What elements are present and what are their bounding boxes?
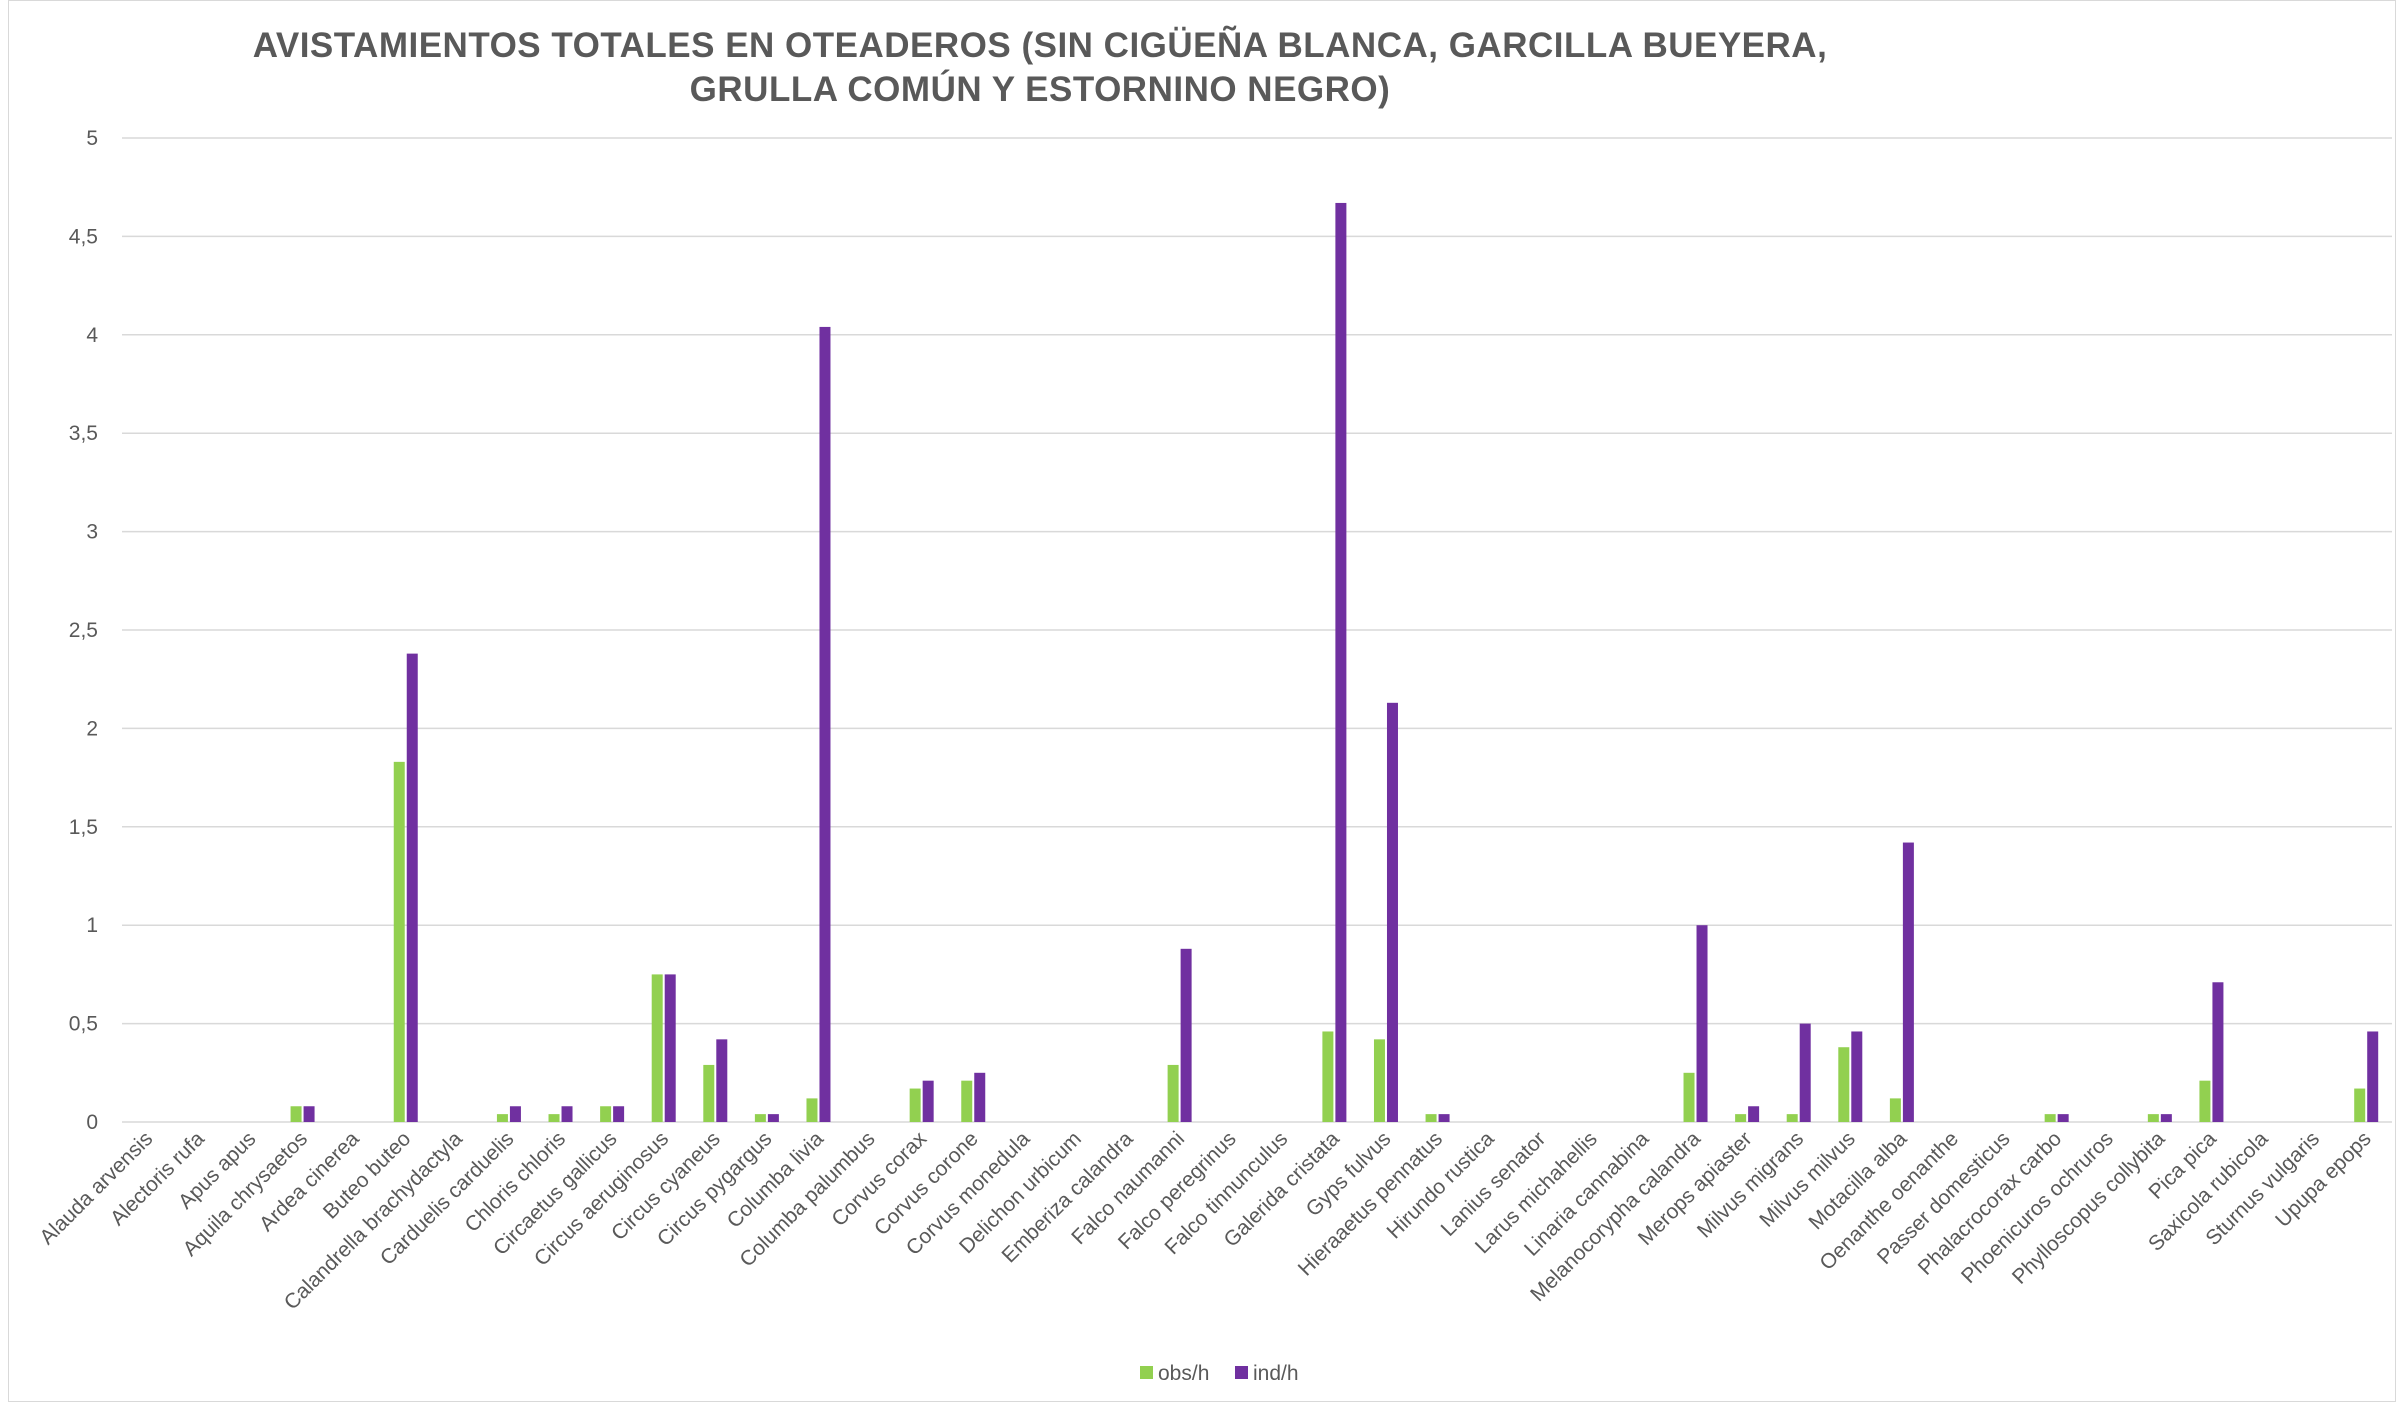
bar-indh-32 [1799, 1023, 1811, 1122]
bar-obsh-30 [1683, 1072, 1695, 1122]
bar-indh-20 [1180, 948, 1192, 1122]
bar-obsh-7 [496, 1114, 508, 1122]
bar-indh-30 [1696, 925, 1708, 1122]
bar-indh-15 [922, 1080, 934, 1122]
legend-swatch [1235, 1366, 1248, 1379]
bar-indh-25 [1438, 1114, 1450, 1122]
bar-indh-39 [2160, 1114, 2172, 1122]
y-tick-label: 0 [86, 1111, 98, 1134]
legend: obs/h ind/h [1140, 1362, 1299, 1385]
chart-title: AVISTAMIENTOS TOTALES EN OTEADEROS (SIN … [252, 26, 1828, 109]
bar-indh-12 [767, 1114, 779, 1122]
bar-obsh-20 [1167, 1064, 1179, 1122]
bar-indh-37 [2057, 1114, 2069, 1122]
bar-obsh-32 [1786, 1114, 1798, 1122]
y-tick-label: 2 [86, 717, 98, 740]
bar-indh-24 [1386, 702, 1398, 1122]
bar-obsh-12 [754, 1114, 766, 1122]
legend-label: ind/h [1253, 1362, 1299, 1385]
bar-obsh-5 [393, 761, 405, 1122]
y-axis-ticks: 0 0,5 1 1,5 2 2,5 3 3,5 4 4,5 5 [69, 127, 99, 1134]
bar-indh-34 [1902, 842, 1914, 1122]
bar-obsh-43 [2354, 1088, 2366, 1122]
bar-obsh-16 [961, 1080, 973, 1122]
gridlines [122, 137, 2392, 1123]
y-tick-label: 3 [86, 521, 98, 544]
bar-indh-13 [819, 326, 831, 1123]
bar-obsh-11 [703, 1064, 715, 1122]
bar-indh-9 [613, 1106, 625, 1122]
bar-indh-23 [1335, 202, 1347, 1123]
bar-obsh-24 [1373, 1039, 1385, 1122]
bar-indh-16 [974, 1072, 986, 1122]
bar-obsh-23 [1322, 1031, 1334, 1122]
bar-indh-43 [2367, 1031, 2379, 1122]
bar-obsh-9 [600, 1106, 612, 1122]
bar-obsh-39 [2147, 1114, 2159, 1122]
bar-obsh-10 [651, 974, 663, 1122]
bar-indh-5 [406, 653, 418, 1122]
y-tick-label: 4,5 [69, 225, 98, 248]
bar-indh-7 [509, 1106, 521, 1122]
bar-obsh-25 [1425, 1114, 1437, 1122]
bar-obsh-13 [806, 1098, 818, 1122]
y-tick-label: 3,5 [69, 422, 98, 445]
y-tick-label: 0,5 [69, 1013, 98, 1036]
bar-indh-11 [716, 1039, 728, 1122]
legend-swatch [1140, 1366, 1153, 1379]
bar-indh-8 [561, 1106, 573, 1122]
y-tick-label: 4 [86, 324, 98, 347]
bar-indh-33 [1851, 1031, 1863, 1122]
bar-indh-31 [1748, 1106, 1760, 1122]
y-tick-label: 1 [86, 914, 98, 937]
bar-indh-10 [664, 974, 676, 1122]
y-tick-label: 5 [86, 127, 98, 150]
bar-indh-3 [303, 1106, 315, 1122]
bar-obsh-3 [290, 1106, 302, 1122]
bar-obsh-31 [1735, 1114, 1747, 1122]
legend-label: obs/h [1158, 1362, 1209, 1385]
bar-obsh-33 [1838, 1047, 1850, 1122]
y-tick-label: 1,5 [69, 816, 98, 839]
bar-obsh-34 [1889, 1098, 1901, 1122]
chart-area [8, 0, 2396, 1402]
bar-obsh-15 [909, 1088, 921, 1122]
bar-indh-40 [2212, 982, 2224, 1122]
bars [290, 202, 2379, 1123]
y-tick-label: 2,5 [69, 619, 98, 642]
bar-obsh-37 [2044, 1114, 2056, 1122]
bar-obsh-8 [548, 1114, 560, 1122]
bar-obsh-40 [2199, 1080, 2211, 1122]
